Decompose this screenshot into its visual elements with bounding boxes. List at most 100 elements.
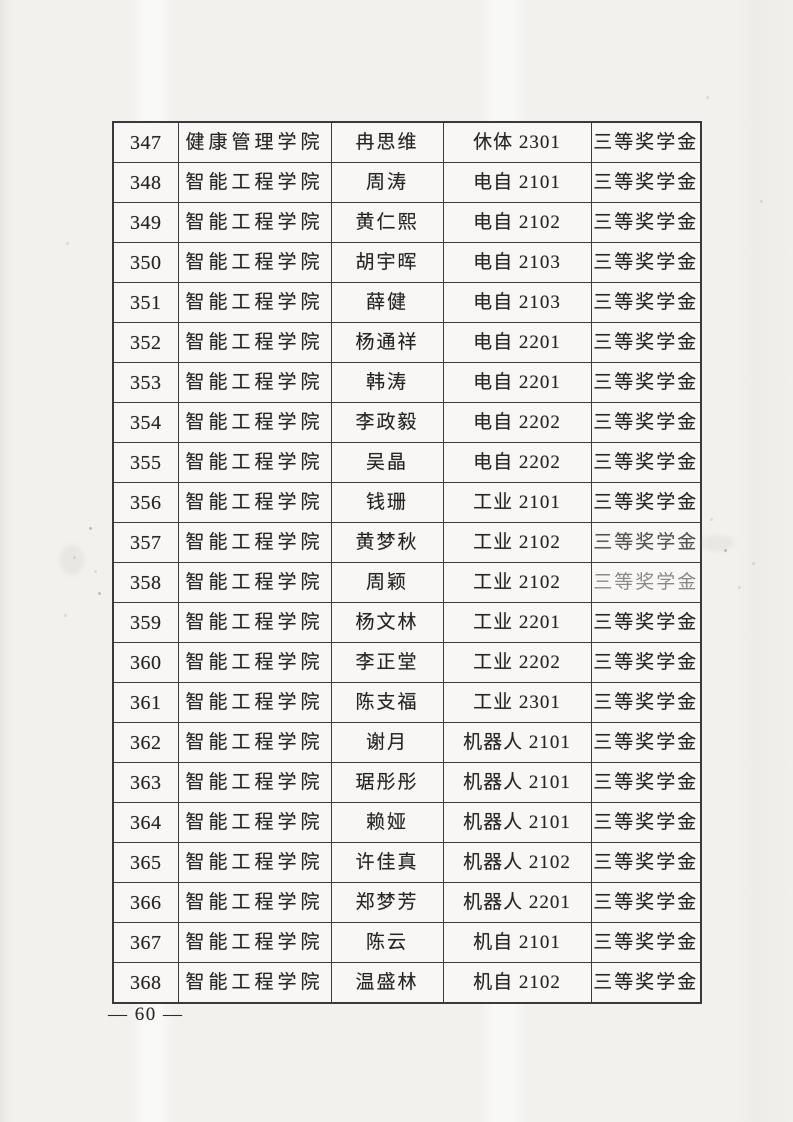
cell-student-name: 许佳真 <box>330 842 444 883</box>
cell-student-name: 陈支福 <box>330 682 444 723</box>
table-row: 362 智能工程学院 谢月 机器人 2101 三等奖学金 <box>112 722 702 763</box>
cell-class: 休体 2301 <box>442 121 592 163</box>
table-row: 351 智能工程学院 薛健 电自 2103 三等奖学金 <box>112 282 702 323</box>
scan-noise-speck <box>752 562 755 565</box>
scan-noise-speck <box>89 527 92 530</box>
cell-row-number: 351 <box>112 282 179 323</box>
cell-award: 三等奖学金 <box>590 762 702 803</box>
cell-row-number: 354 <box>112 402 179 443</box>
scan-noise-speck <box>94 570 97 573</box>
cell-student-name: 周涛 <box>330 162 444 203</box>
cell-award: 三等奖学金 <box>590 922 702 963</box>
cell-row-number: 349 <box>112 202 179 243</box>
scan-noise-speck <box>64 614 67 617</box>
cell-student-name: 杨通祥 <box>330 322 444 363</box>
scan-noise-smudge <box>60 545 84 575</box>
cell-award: 三等奖学金 <box>590 202 702 243</box>
cell-student-name: 琚彤彤 <box>330 762 444 803</box>
scan-noise-speck <box>724 549 727 552</box>
scan-noise-smudge <box>700 535 734 551</box>
cell-row-number: 347 <box>112 121 179 163</box>
table-row: 352 智能工程学院 杨通祥 电自 2201 三等奖学金 <box>112 322 702 363</box>
cell-student-name: 黄梦秋 <box>330 522 444 563</box>
table-row: 348 智能工程学院 周涛 电自 2101 三等奖学金 <box>112 162 702 203</box>
cell-student-name: 韩涛 <box>330 362 444 403</box>
scan-noise-speck <box>706 96 709 99</box>
cell-student-name: 吴晶 <box>330 442 444 483</box>
cell-college: 智能工程学院 <box>177 842 332 883</box>
cell-student-name: 钱珊 <box>330 482 444 523</box>
cell-college: 智能工程学院 <box>177 202 332 243</box>
cell-student-name: 李正堂 <box>330 642 444 683</box>
scholarship-table: 347 健康管理学院 冉思维 休体 2301 三等奖学金 348 智能工程学院 周涛 电自 21… <box>112 121 702 1004</box>
cell-college: 智能工程学院 <box>177 282 332 323</box>
cell-class: 机器人 2201 <box>442 882 592 923</box>
cell-award: 三等奖学金 <box>590 602 702 643</box>
table-row: 353 智能工程学院 韩涛 电自 2201 三等奖学金 <box>112 362 702 403</box>
cell-student-name: 周颖 <box>330 562 444 603</box>
cell-award: 三等奖学金 <box>590 242 702 283</box>
cell-class: 工业 2101 <box>442 482 592 523</box>
cell-row-number: 366 <box>112 882 179 923</box>
cell-student-name: 杨文林 <box>330 602 444 643</box>
cell-college: 智能工程学院 <box>177 602 332 643</box>
cell-class: 电自 2101 <box>442 162 592 203</box>
scan-noise-speck <box>738 586 741 589</box>
cell-award: 三等奖学金 <box>590 121 702 163</box>
page-number: — 60 — <box>108 1004 184 1025</box>
cell-class: 电自 2202 <box>442 402 592 443</box>
cell-student-name: 胡宇晖 <box>330 242 444 283</box>
table-row: 364 智能工程学院 赖娅 机器人 2101 三等奖学金 <box>112 802 702 843</box>
cell-class: 工业 2102 <box>442 562 592 603</box>
cell-college: 智能工程学院 <box>177 642 332 683</box>
cell-college: 智能工程学院 <box>177 362 332 403</box>
cell-class: 机器人 2102 <box>442 842 592 883</box>
cell-row-number: 356 <box>112 482 179 523</box>
cell-class: 电自 2103 <box>442 282 592 323</box>
cell-row-number: 364 <box>112 802 179 843</box>
cell-award: 三等奖学金 <box>590 562 702 603</box>
table-row: 355 智能工程学院 吴晶 电自 2202 三等奖学金 <box>112 442 702 483</box>
scan-noise-speck <box>73 556 76 559</box>
cell-class: 电自 2103 <box>442 242 592 283</box>
cell-class: 机器人 2101 <box>442 722 592 763</box>
table-row: 359 智能工程学院 杨文林 工业 2201 三等奖学金 <box>112 602 702 643</box>
table-row: 365 智能工程学院 许佳真 机器人 2102 三等奖学金 <box>112 842 702 883</box>
cell-class: 电自 2102 <box>442 202 592 243</box>
cell-college: 智能工程学院 <box>177 882 332 923</box>
cell-student-name: 李政毅 <box>330 402 444 443</box>
table-row: 367 智能工程学院 陈云 机自 2101 三等奖学金 <box>112 922 702 963</box>
cell-award: 三等奖学金 <box>590 802 702 843</box>
cell-class: 机器人 2101 <box>442 802 592 843</box>
cell-award: 三等奖学金 <box>590 322 702 363</box>
cell-student-name: 郑梦芳 <box>330 882 444 923</box>
cell-row-number: 355 <box>112 442 179 483</box>
cell-row-number: 350 <box>112 242 179 283</box>
cell-row-number: 358 <box>112 562 179 603</box>
cell-award: 三等奖学金 <box>590 442 702 483</box>
cell-student-name: 薛健 <box>330 282 444 323</box>
scan-noise-speck <box>760 200 763 203</box>
cell-row-number: 368 <box>112 962 179 1004</box>
cell-college: 智能工程学院 <box>177 722 332 763</box>
cell-award: 三等奖学金 <box>590 402 702 443</box>
scan-noise-speck <box>710 518 713 521</box>
table-row: 368 智能工程学院 温盛林 机自 2102 三等奖学金 <box>112 962 702 1004</box>
cell-college: 健康管理学院 <box>177 121 332 163</box>
cell-student-name: 谢月 <box>330 722 444 763</box>
cell-class: 工业 2202 <box>442 642 592 683</box>
cell-student-name: 冉思维 <box>330 121 444 163</box>
cell-class: 电自 2201 <box>442 322 592 363</box>
cell-row-number: 348 <box>112 162 179 203</box>
cell-award: 三等奖学金 <box>590 482 702 523</box>
cell-row-number: 363 <box>112 762 179 803</box>
cell-row-number: 367 <box>112 922 179 963</box>
cell-award: 三等奖学金 <box>590 642 702 683</box>
table-row: 350 智能工程学院 胡宇晖 电自 2103 三等奖学金 <box>112 242 702 283</box>
cell-college: 智能工程学院 <box>177 682 332 723</box>
cell-student-name: 温盛林 <box>330 962 444 1004</box>
cell-college: 智能工程学院 <box>177 242 332 283</box>
table-row: 349 智能工程学院 黄仁熙 电自 2102 三等奖学金 <box>112 202 702 243</box>
table-row: 357 智能工程学院 黄梦秋 工业 2102 三等奖学金 <box>112 522 702 563</box>
